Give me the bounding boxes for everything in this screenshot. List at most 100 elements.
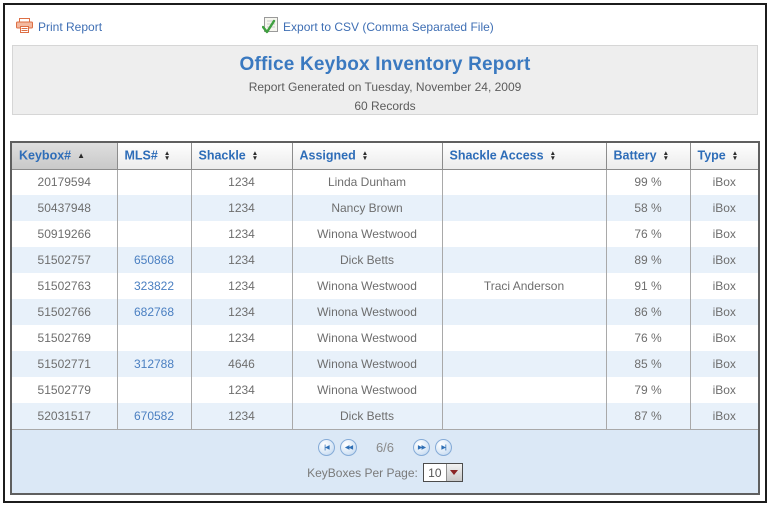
cell-type: iBox: [712, 279, 736, 293]
cell-assigned: Dick Betts: [292, 247, 443, 273]
cell-shackle: 1234: [191, 221, 293, 247]
mls-number-link[interactable]: 650868: [133, 253, 175, 267]
print-report-link[interactable]: Print Report: [16, 18, 102, 36]
cell-mls: [117, 325, 192, 351]
sort-toggle-icon: ▲ ▼: [361, 149, 369, 163]
cell-mls: 323822: [117, 273, 192, 299]
mls-number-link[interactable]: 323822: [133, 279, 175, 293]
export-csv-link[interactable]: Export to CSV (Comma Separated File): [261, 17, 494, 37]
csv-export-icon: [261, 17, 279, 37]
cell-access: Traci Anderson: [442, 273, 607, 299]
sort-ascending-icon: ▲: [77, 151, 86, 161]
cell-shackle: 1234: [191, 195, 293, 221]
print-report-label: Print Report: [38, 20, 103, 34]
column-label: Shackle: [198, 149, 246, 164]
page-indicator: 6/6: [375, 439, 395, 455]
cell-mls: 650868: [117, 247, 192, 273]
cell-access: [442, 403, 607, 429]
cell-battery: 89 %: [606, 247, 691, 273]
inventory-table-container: Keybox# ▲ MLS# ▲ ▼ Shackle ▲ ▼ Assigned ▲ ▼ Shackle…: [10, 141, 760, 495]
per-page-label: KeyBoxes Per Page:: [307, 465, 418, 480]
table-body: 20179594 1234 Linda Dunham 99 % iBox 50437948…: [12, 169, 758, 429]
table-header-row: Keybox# ▲ MLS# ▲ ▼ Shackle ▲ ▼ Assigned ▲ ▼ Shackle…: [12, 143, 758, 170]
column-header-battery[interactable]: Battery ▲ ▼: [606, 143, 691, 170]
column-label: Keybox#: [19, 149, 72, 164]
cell-assigned: Winona Westwood: [292, 377, 443, 403]
cell-type: iBox: [712, 383, 736, 397]
cell-access: [442, 247, 607, 273]
cell-access: [442, 169, 607, 195]
cell-shackle: 1234: [191, 247, 293, 273]
cell-access: [442, 299, 607, 325]
toolbar: Print Report Export to CSV (Comma Separa…: [10, 9, 760, 43]
chevron-down-icon: [450, 470, 459, 475]
cell-mls: [117, 169, 192, 195]
cell-keybox: 51502757: [12, 247, 118, 273]
table-row: 51502779 1234 Winona Westwood 79 % iBox: [12, 377, 758, 403]
sort-toggle-icon: ▲ ▼: [163, 149, 171, 163]
table-footer: |◀ ◀◀ 6/6 ▶▶ ▶| KeyBoxes Per Page: 10: [12, 429, 758, 493]
cell-battery: 91 %: [606, 273, 691, 299]
cell-mls: 670582: [117, 403, 192, 429]
cell-battery: 85 %: [606, 351, 691, 377]
column-header-mls[interactable]: MLS# ▲ ▼: [117, 143, 192, 170]
cell-keybox: 50437948: [12, 195, 118, 221]
cell-keybox: 50919266: [12, 221, 118, 247]
cell-assigned: Linda Dunham: [292, 169, 443, 195]
previous-page-button[interactable]: ◀◀: [339, 438, 357, 456]
cell-shackle: 4646: [191, 351, 293, 377]
dropdown-button[interactable]: [445, 464, 462, 481]
mls-number-link[interactable]: 682768: [133, 305, 175, 319]
mls-number-link[interactable]: 312788: [133, 357, 175, 371]
inventory-table: Keybox# ▲ MLS# ▲ ▼ Shackle ▲ ▼ Assigned ▲ ▼ Shackle…: [12, 143, 758, 429]
cell-shackle: 1234: [191, 325, 293, 351]
printer-icon: [16, 18, 33, 36]
column-label: Type: [697, 149, 726, 164]
cell-assigned: Winona Westwood: [292, 221, 443, 247]
column-label: Assigned: [299, 149, 356, 164]
last-page-button[interactable]: ▶|: [435, 438, 453, 456]
cell-assigned: Nancy Brown: [292, 195, 443, 221]
sort-toggle-icon: ▲ ▼: [549, 149, 556, 163]
per-page-select[interactable]: 10: [422, 463, 463, 482]
cell-battery: 76 %: [606, 325, 691, 351]
table-row: 50919266 1234 Winona Westwood 76 % iBox: [12, 221, 758, 247]
column-label: Shackle Access: [449, 149, 544, 164]
cell-keybox: 20179594: [12, 169, 118, 195]
report-header: Office Keybox Inventory Report Report Ge…: [12, 45, 758, 115]
table-row: 51502757 650868 1234 Dick Betts 89 % iBox: [12, 247, 758, 273]
cell-keybox: 51502763: [12, 273, 118, 299]
cell-shackle: 1234: [191, 377, 293, 403]
next-page-button[interactable]: ▶▶: [413, 438, 431, 456]
cell-type: iBox: [712, 175, 736, 190]
cell-assigned: Dick Betts: [292, 403, 443, 429]
cell-type: iBox: [690, 247, 758, 273]
column-header-type[interactable]: Type ▲ ▼: [690, 143, 758, 170]
cell-keybox: 51502771: [12, 351, 118, 377]
cell-battery: 99 %: [606, 169, 691, 195]
column-header-assigned[interactable]: Assigned ▲ ▼: [292, 143, 443, 170]
cell-assigned: Winona Westwood: [292, 273, 443, 299]
table-row: 20179594 1234 Linda Dunham 99 % iBox: [12, 169, 758, 195]
cell-mls: 682768: [117, 299, 192, 325]
cell-battery: 86 %: [606, 299, 691, 325]
first-page-button[interactable]: |◀: [317, 438, 335, 456]
column-header-keybox[interactable]: Keybox# ▲: [12, 143, 118, 170]
cell-assigned: Winona Westwood: [292, 299, 443, 325]
table-row: 51502769 1234 Winona Westwood 76 % iBox: [12, 325, 758, 351]
cell-type: iBox: [690, 195, 758, 221]
column-header-access[interactable]: Shackle Access ▲ ▼: [442, 143, 607, 170]
cell-access: [442, 221, 607, 247]
per-page-row: KeyBoxes Per Page: 10: [12, 463, 758, 482]
mls-number-link[interactable]: 670582: [133, 409, 175, 423]
report-generated-text: Report Generated on Tuesday, November 24…: [248, 80, 522, 94]
pagination: |◀ ◀◀ 6/6 ▶▶ ▶|: [12, 437, 758, 457]
cell-access: [442, 195, 607, 221]
cell-battery: 87 %: [606, 403, 691, 429]
cell-battery: 76 %: [606, 221, 691, 247]
cell-mls: [117, 377, 192, 403]
table-row: 51502763 323822 1234 Winona Westwood Traci A…: [12, 273, 758, 299]
cell-access: [442, 325, 607, 351]
cell-type: iBox: [690, 351, 758, 377]
column-header-shackle[interactable]: Shackle ▲ ▼: [191, 143, 293, 170]
